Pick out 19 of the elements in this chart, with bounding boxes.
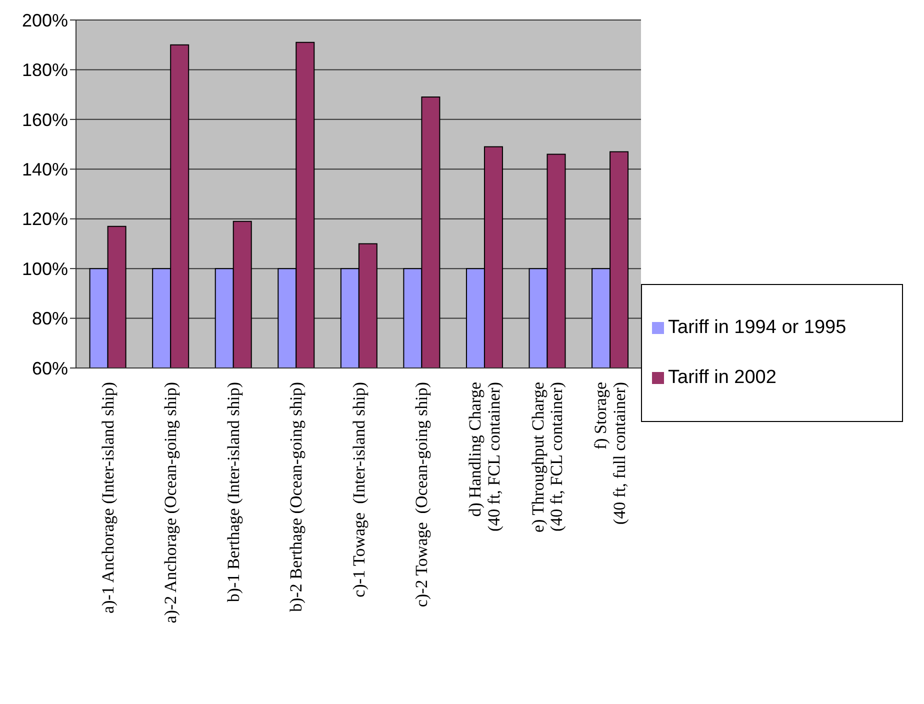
y-tick-label: 140%	[22, 160, 68, 180]
y-tick-label: 100%	[22, 258, 68, 279]
y-tick-label: 80%	[32, 308, 68, 329]
y-tick-label: 60%	[32, 358, 68, 378]
y-tick-label: 200%	[22, 10, 68, 30]
x-tick-label: c)-1 Towage (Inter-island ship)	[349, 382, 368, 598]
x-tick-label: a)-2 Anchorage (Ocean-going ship)	[161, 382, 180, 624]
legend-label: Tariff in 1994 or 1995	[668, 317, 846, 338]
y-tick-label: 180%	[22, 60, 68, 80]
x-tick-label: b)-1 Berthage (Inter-island ship)	[224, 382, 243, 602]
x-tick-label: a)-1 Anchorage (Inter-island ship)	[98, 382, 118, 614]
x-tick-label: f) Storage (40 ft, full container)	[591, 382, 629, 525]
x-tick-label: c)-2 Towage (Ocean-going ship)	[412, 382, 432, 608]
x-tick-label: b)-2 Berthage (Ocean-going ship)	[286, 382, 306, 612]
legend-label: Tariff in 2002	[668, 367, 776, 388]
x-tick-label: e) Throughput Charge (40 ft, FCL container)	[528, 382, 566, 532]
y-tick-label: 160%	[22, 110, 68, 130]
y-tick-label: 120%	[22, 209, 68, 230]
x-tick-label: d) Handling Charge (40 ft, FCL container)	[466, 382, 504, 532]
